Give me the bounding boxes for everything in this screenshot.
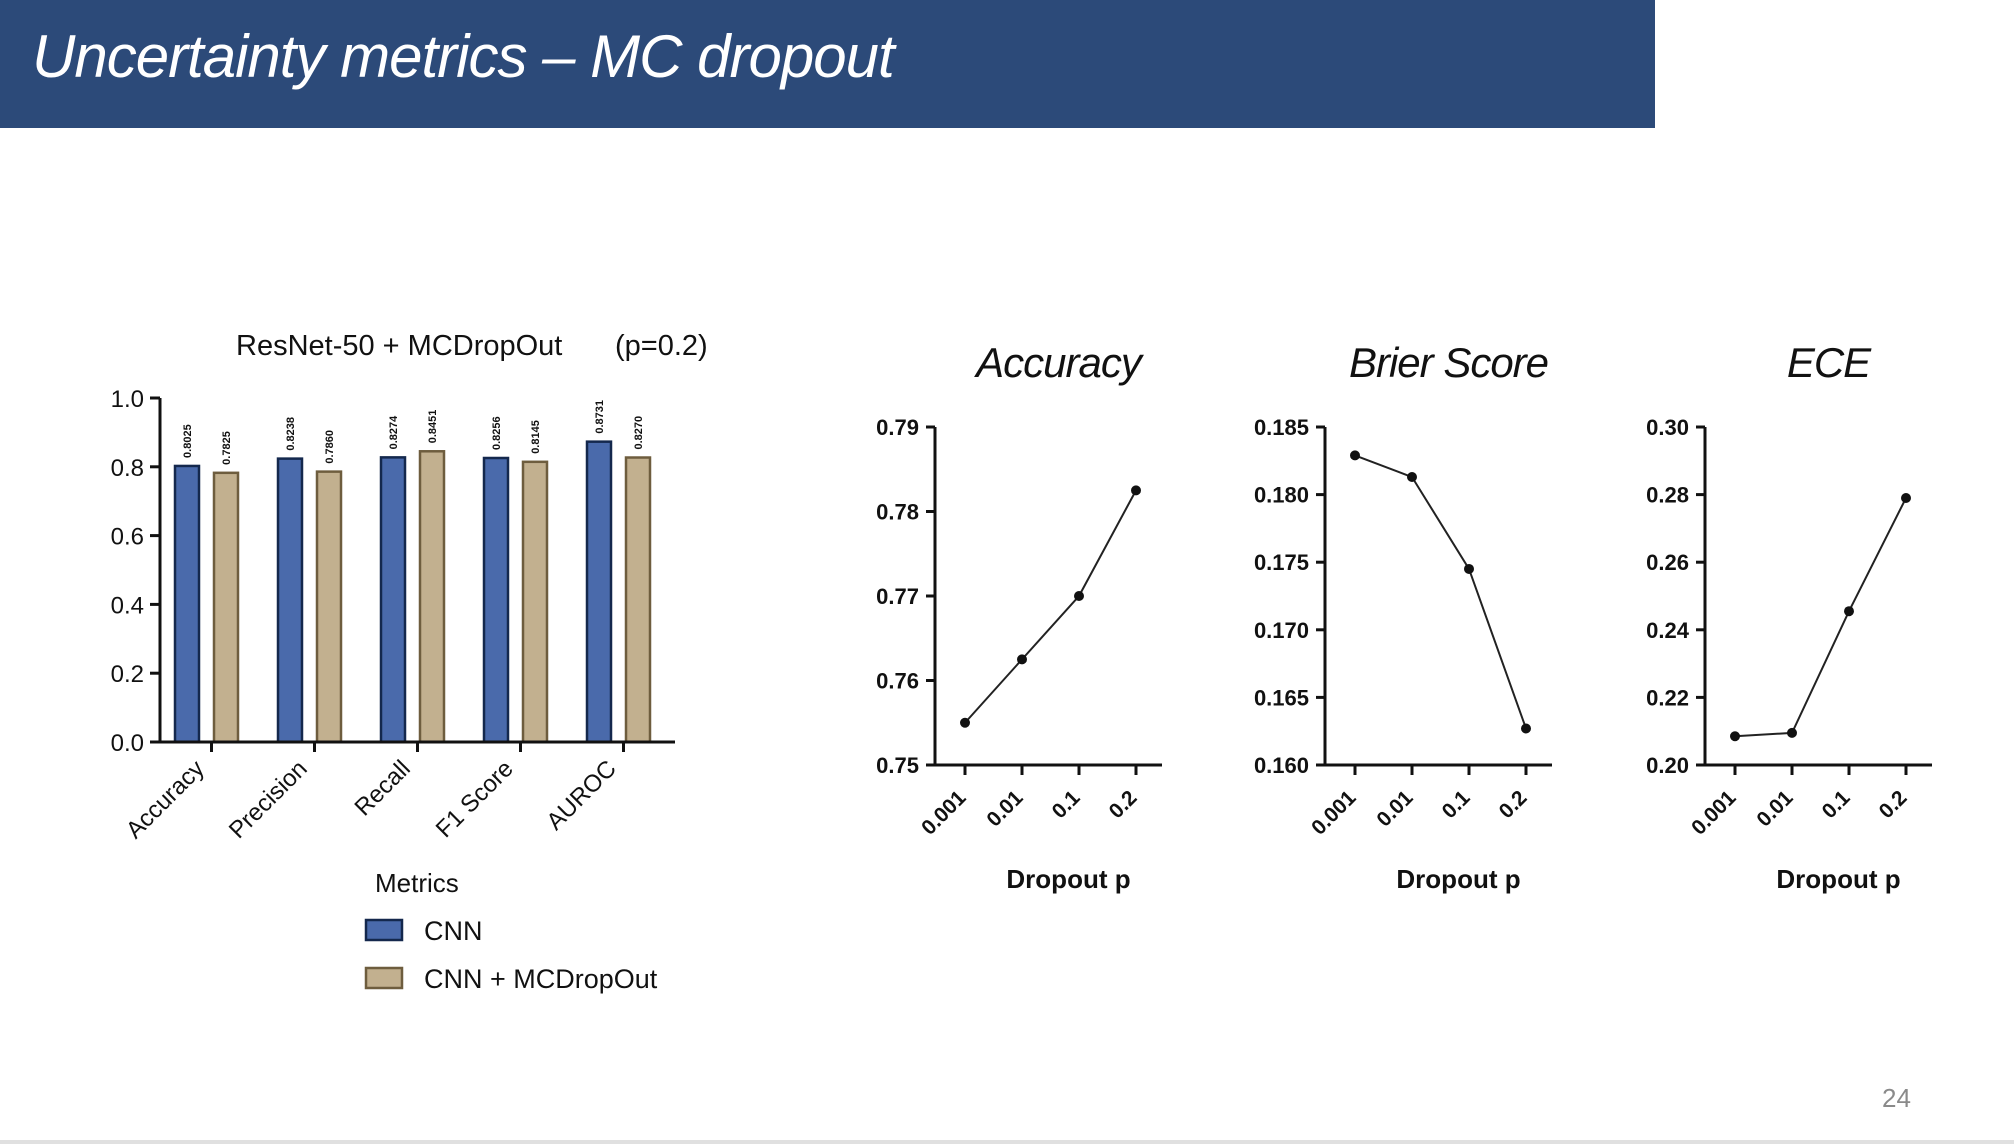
series-line	[1734, 497, 1907, 738]
line-y-tick-label: 0.24	[1646, 618, 1690, 643]
bar-x-axis-label: Metrics	[375, 868, 459, 898]
data-point	[1131, 485, 1141, 496]
line-y-tick-label: 0.165	[1254, 685, 1309, 710]
data-point	[1844, 606, 1854, 617]
bar	[482, 456, 510, 744]
series-line	[1354, 454, 1527, 729]
line-x-tick-label: 0.1	[1438, 786, 1475, 823]
bar-data-label: 0.8451	[427, 410, 439, 444]
bar-data-label: 0.8731	[594, 400, 606, 434]
bar-data-label: 0.7825	[221, 431, 233, 465]
bar-data-label: 0.7860	[324, 430, 336, 464]
line-y-tick-label: 0.77	[876, 584, 919, 609]
line-y-tick-label: 0.28	[1646, 483, 1689, 508]
bar-data-label: 0.8238	[285, 417, 297, 451]
data-point	[1017, 654, 1027, 665]
line-x-axis-label: Dropout p	[1776, 864, 1900, 894]
bar-data-label: 0.8025	[182, 424, 194, 458]
line-chart-title: Brier Score	[1349, 339, 1548, 386]
legend-swatch	[364, 918, 404, 942]
legend-swatch	[364, 966, 404, 990]
data-point	[1787, 727, 1797, 738]
bar-data-label: 0.8145	[530, 420, 542, 454]
line-y-tick-label: 0.160	[1254, 753, 1309, 778]
bottom-divider	[0, 1140, 2014, 1144]
bar	[418, 450, 446, 744]
line-x-tick-label: 0.01	[982, 786, 1027, 831]
bar	[276, 457, 304, 744]
bar-y-tick-label: 0.6	[111, 524, 144, 551]
legend-label: CNN + MCDropOut	[424, 964, 658, 994]
line-chart-title: Accuracy	[973, 339, 1145, 386]
line-x-tick-label: 0.1	[1048, 786, 1085, 823]
data-point	[1464, 563, 1474, 574]
bar-chart-title: ResNet-50 + MCDropOut	[236, 330, 562, 362]
data-point	[1350, 450, 1360, 461]
page-number: 24	[1882, 1083, 1911, 1113]
bar-chart: ResNet-50 + MCDropOut (p=0.2) 0.0 0.2 0.4 0.…	[111, 330, 708, 994]
line-y-tick-label: 0.170	[1254, 618, 1309, 643]
bar	[585, 440, 613, 744]
line-x-axis-label: Dropout p	[1006, 864, 1130, 894]
bar-y-tick-label: 0.8	[111, 455, 144, 482]
bar-chart-subtitle: (p=0.2)	[615, 330, 708, 362]
line-chart-title: ECE	[1787, 339, 1872, 386]
line-y-tick-label: 0.180	[1254, 483, 1309, 508]
line-x-tick-label: 0.01	[1752, 786, 1797, 831]
title-bar: Uncertainty metrics – MC dropout	[0, 0, 1655, 128]
line-y-tick-label: 0.76	[876, 669, 919, 694]
bar-data-label: 0.8256	[491, 416, 503, 450]
bar-x-tick-label: Accuracy	[121, 755, 210, 844]
data-point	[1521, 723, 1531, 734]
bar-y-tick-label: 1.0	[111, 386, 144, 413]
bar-data-label: 0.8274	[388, 415, 400, 450]
line-y-tick-label: 0.78	[876, 500, 919, 525]
bar	[624, 456, 652, 744]
bar-x-tick-label: Precision	[224, 755, 313, 844]
data-point	[1074, 591, 1084, 601]
bar	[173, 464, 201, 744]
line-x-tick-label: 0.001	[1307, 786, 1361, 840]
line-y-tick-label: 0.22	[1646, 685, 1689, 710]
ece-line-chart: ECE 0.20 0.22 0.24 0.26 0.28 0.30 0.001 0.01 0.1 0…	[1646, 339, 1932, 894]
data-point	[1730, 731, 1740, 742]
line-x-tick-label: 0.001	[1687, 786, 1741, 840]
bar-y-tick-label: 0.4	[111, 592, 144, 619]
line-x-tick-label: 0.2	[1495, 786, 1532, 823]
line-x-tick-label: 0.001	[917, 786, 971, 840]
data-point	[960, 717, 970, 728]
line-y-tick-label: 0.175	[1254, 550, 1309, 575]
bar	[212, 471, 240, 744]
series-line	[964, 489, 1137, 724]
bar	[315, 470, 343, 744]
line-x-tick-label: 0.01	[1372, 786, 1417, 831]
line-y-tick-label: 0.26	[1646, 550, 1689, 575]
line-y-tick-label: 0.75	[876, 753, 919, 778]
data-point	[1407, 472, 1417, 483]
bar-x-tick-label: Recall	[349, 755, 415, 821]
line-y-tick-label: 0.185	[1254, 415, 1309, 440]
line-x-tick-label: 0.2	[1105, 786, 1142, 823]
bar-x-tick-label: F1 Score	[431, 755, 519, 843]
bar	[379, 456, 407, 744]
slide-title: Uncertainty metrics – MC dropout	[32, 23, 895, 90]
bar-x-tick-label: AUROC	[541, 755, 621, 835]
data-point	[1901, 492, 1911, 503]
accuracy-line-chart: Accuracy 0.75 0.76 0.77 0.78 0.79 0.001 0.01 0.1…	[876, 339, 1162, 894]
line-y-tick-label: 0.30	[1646, 415, 1689, 440]
bar	[521, 460, 549, 744]
bar-data-label: 0.8270	[633, 416, 645, 450]
line-y-tick-label: 0.20	[1646, 753, 1689, 778]
line-x-tick-label: 0.2	[1875, 786, 1912, 823]
line-x-axis-label: Dropout p	[1396, 864, 1520, 894]
line-x-tick-label: 0.1	[1818, 786, 1855, 823]
legend-label: CNN	[424, 916, 483, 946]
line-y-tick-label: 0.79	[876, 415, 919, 440]
brier-score-line-chart: Brier Score 0.160 0.165 0.170 0.175 0.180 0.18…	[1254, 339, 1552, 894]
bar-y-tick-label: 0.0	[111, 730, 144, 757]
bar-y-tick-label: 0.2	[111, 661, 144, 688]
